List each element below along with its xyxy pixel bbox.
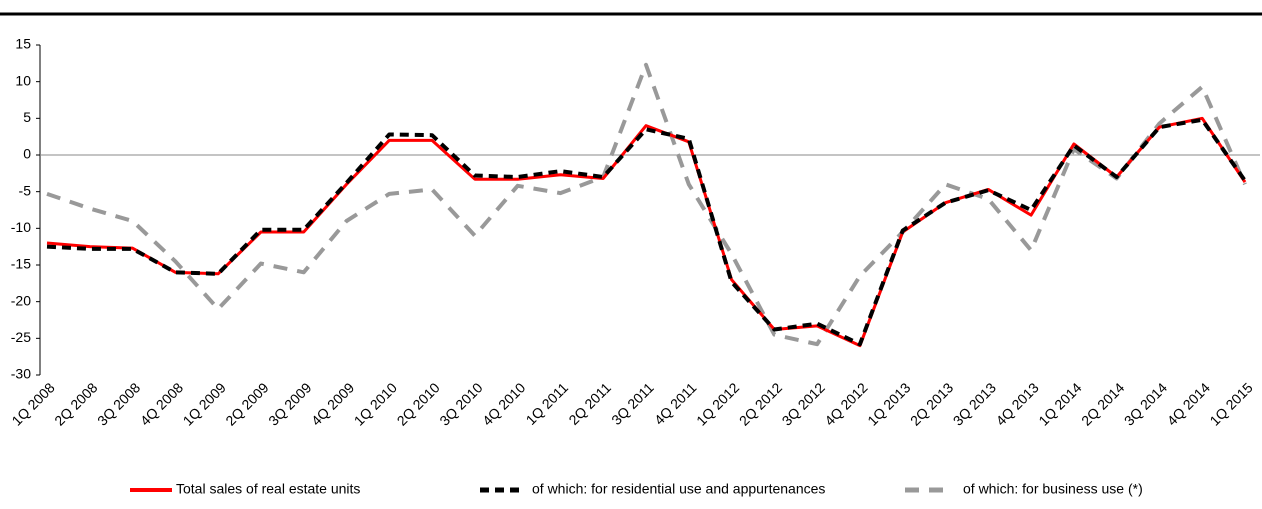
x-tick-label: 4Q 2012 (821, 379, 870, 428)
y-tick-label: -30 (11, 366, 31, 382)
x-tick-label: 2Q 2008 (51, 379, 100, 428)
x-tick-label: 2Q 2013 (907, 379, 956, 428)
x-tick-label: 3Q 2010 (436, 379, 485, 428)
y-tick-label: 10 (15, 72, 31, 88)
x-tick-label: 3Q 2011 (608, 379, 657, 428)
x-tick-label: 3Q 2012 (779, 379, 828, 428)
x-tick-label: 2Q 2009 (222, 379, 271, 428)
x-tick-label: 2Q 2012 (736, 379, 785, 428)
x-tick-label: 4Q 2009 (308, 379, 357, 428)
x-tick-label: 4Q 2008 (137, 379, 186, 428)
y-tick-label: -20 (11, 292, 31, 308)
x-tick-label: 3Q 2008 (94, 379, 143, 428)
x-tick-label: 3Q 2013 (950, 379, 999, 428)
legend-label: of which: for business use (*) (963, 481, 1143, 497)
x-tick-label: 1Q 2015 (1206, 379, 1255, 428)
x-tick-label: 4Q 2014 (1164, 379, 1213, 428)
x-tick-label: 1Q 2014 (1035, 379, 1084, 428)
y-tick-label: 15 (15, 36, 31, 52)
x-tick-label: 1Q 2010 (351, 379, 400, 428)
x-tick-label: 4Q 2013 (993, 379, 1042, 428)
y-tick-label: -25 (11, 329, 31, 345)
series-line (46, 62, 1247, 347)
y-tick-label: -5 (19, 182, 32, 198)
x-tick-label: 1Q 2008 (8, 379, 57, 428)
x-tick-label: 2Q 2010 (394, 379, 443, 428)
series-line (46, 116, 1247, 348)
x-tick-label: 1Q 2011 (523, 379, 572, 428)
x-tick-label: 4Q 2010 (479, 379, 528, 428)
y-tick-label: 5 (23, 109, 31, 125)
x-tick-label: 2Q 2011 (565, 379, 614, 428)
x-tick-label: 3Q 2014 (1121, 379, 1170, 428)
y-tick-label: -10 (11, 219, 31, 235)
y-tick-label: -15 (11, 256, 31, 272)
x-tick-label: 3Q 2009 (265, 379, 314, 428)
x-tick-label: 2Q 2014 (1078, 379, 1127, 428)
x-tick-label: 1Q 2013 (864, 379, 913, 428)
series-line (46, 117, 1247, 347)
x-tick-label: 1Q 2012 (693, 379, 742, 428)
legend-label: Total sales of real estate units (176, 481, 360, 497)
y-tick-label: 0 (23, 146, 31, 162)
x-tick-label: 1Q 2009 (180, 379, 229, 428)
x-tick-label: 4Q 2011 (651, 379, 700, 428)
legend-label: of which: for residential use and appurt… (532, 481, 825, 497)
